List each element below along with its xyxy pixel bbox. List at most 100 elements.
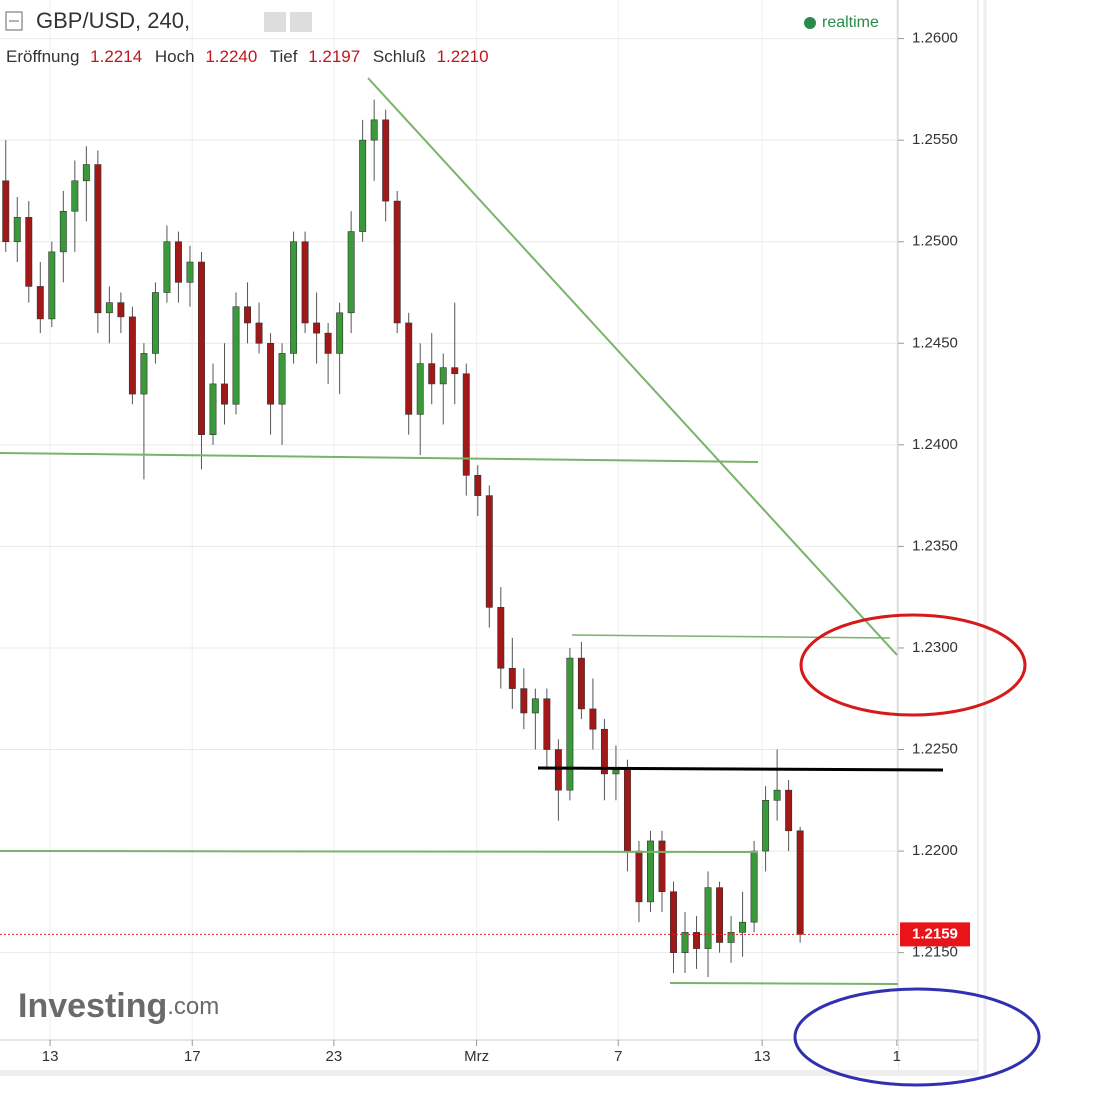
ohlc-header: Eröffnung 1.2214 Hoch 1.2240 Tief 1.2197… <box>6 47 489 66</box>
candle-body <box>25 217 33 287</box>
logo: Investing.com <box>18 987 219 1025</box>
candle-body <box>485 495 493 608</box>
candle-body <box>290 241 298 354</box>
candle-body <box>209 383 217 435</box>
candle-body <box>382 119 390 202</box>
x-axis-panel <box>0 1040 898 1075</box>
status: realtime <box>822 14 879 31</box>
candle-body <box>716 887 724 943</box>
x-tick-label: 23 <box>326 1048 343 1065</box>
brand: Investing <box>18 987 167 1025</box>
x-tick-label: 17 <box>184 1048 201 1065</box>
resistance-line <box>571 634 891 639</box>
candle-body <box>59 210 67 253</box>
y-tick-label: 1.2500 <box>912 233 958 250</box>
candle-body <box>543 698 551 750</box>
symbol-title: GBP/USD, 240, <box>36 8 190 33</box>
candle-body <box>128 316 136 395</box>
candle-body <box>36 286 44 320</box>
candle-body <box>151 292 159 354</box>
candle-body <box>117 302 125 318</box>
scrollbar <box>0 1070 978 1076</box>
candle-body <box>393 200 401 324</box>
candle-body <box>612 769 620 775</box>
collapse-icon[interactable] <box>5 11 23 31</box>
close-label: Schluß <box>373 47 426 66</box>
y-tick-label: 1.2550 <box>912 131 958 148</box>
candle-body <box>221 383 228 405</box>
plot-area <box>0 0 898 1040</box>
y-tick-label: 1.2200 <box>912 842 958 859</box>
candle-body <box>681 932 689 953</box>
candle-body <box>773 789 781 801</box>
y-tick-label: 1.2300 <box>912 639 958 656</box>
candle-body <box>520 688 528 714</box>
candle-body <box>2 180 10 243</box>
y-tick-label: 1.2350 <box>912 537 958 554</box>
x-tick-label: Mrz <box>464 1048 489 1065</box>
candle-body <box>762 800 770 852</box>
close-value: 1.2210 <box>437 47 489 66</box>
candle-body <box>405 322 413 415</box>
candle-body <box>739 921 747 933</box>
y-tick-label: 1.2150 <box>912 944 958 961</box>
y-tick-label: 1.2450 <box>912 334 958 351</box>
candle-body <box>785 789 793 832</box>
open-label: Eröffnung <box>6 47 79 66</box>
candle-body <box>336 312 344 354</box>
candle-body <box>267 342 275 405</box>
gear-icon[interactable] <box>290 12 312 32</box>
last-price-box <box>900 922 970 947</box>
x-tick-label: 1 <box>893 1048 901 1065</box>
red-ellipse <box>799 613 1027 717</box>
candle-body <box>600 728 608 775</box>
candle-body <box>704 887 712 949</box>
candle-body <box>370 119 378 141</box>
candle-body <box>13 217 21 243</box>
candle-body <box>416 363 424 415</box>
candle-body <box>577 657 585 710</box>
x-tick-label: 13 <box>754 1048 771 1065</box>
candle-body <box>105 302 113 314</box>
axes: 1.2150 1.2200 1.2250 1.2300 1.2350 1.2400 1.24… <box>42 30 970 1065</box>
brand-suffix: .com <box>167 993 219 1020</box>
low-label: Tief <box>270 47 298 66</box>
candle-body <box>198 261 205 435</box>
status-dot <box>804 17 816 29</box>
candle-body <box>508 667 516 689</box>
x-tick-label: 13 <box>42 1048 59 1065</box>
high-label: Hoch <box>155 47 195 66</box>
candle-body <box>750 850 758 923</box>
low-value: 1.2197 <box>308 47 360 66</box>
candle-body <box>439 367 447 385</box>
high-value: 1.2240 <box>205 47 257 66</box>
settings-icon[interactable] <box>264 12 286 32</box>
candle-body <box>462 373 470 476</box>
candle-body <box>727 932 735 943</box>
x-tick-label: 7 <box>614 1048 622 1065</box>
candle-body <box>474 475 482 496</box>
candle-body <box>278 353 286 405</box>
candle-body <box>232 306 240 405</box>
y-tick-label: 1.2400 <box>912 436 958 453</box>
candle-body <box>71 180 79 212</box>
y-tick-label: 1.2600 <box>912 30 958 47</box>
candle-body <box>174 241 182 283</box>
black-line <box>537 766 944 772</box>
candle-body <box>255 322 263 344</box>
candle-body <box>301 241 309 324</box>
candle-body <box>324 332 332 354</box>
candle-body <box>566 657 574 791</box>
candle-body <box>140 353 148 395</box>
y-axis-panel <box>898 0 978 1075</box>
candle-body <box>554 749 562 791</box>
y-tick-label: 1.2250 <box>912 741 958 758</box>
candle-body <box>693 932 700 949</box>
candle-body <box>359 139 367 232</box>
candle-body <box>670 891 677 953</box>
candle-body <box>48 251 56 320</box>
last-price-label: 1.2159 <box>912 925 958 942</box>
candle-body <box>186 261 194 283</box>
candle-body <box>589 708 597 730</box>
